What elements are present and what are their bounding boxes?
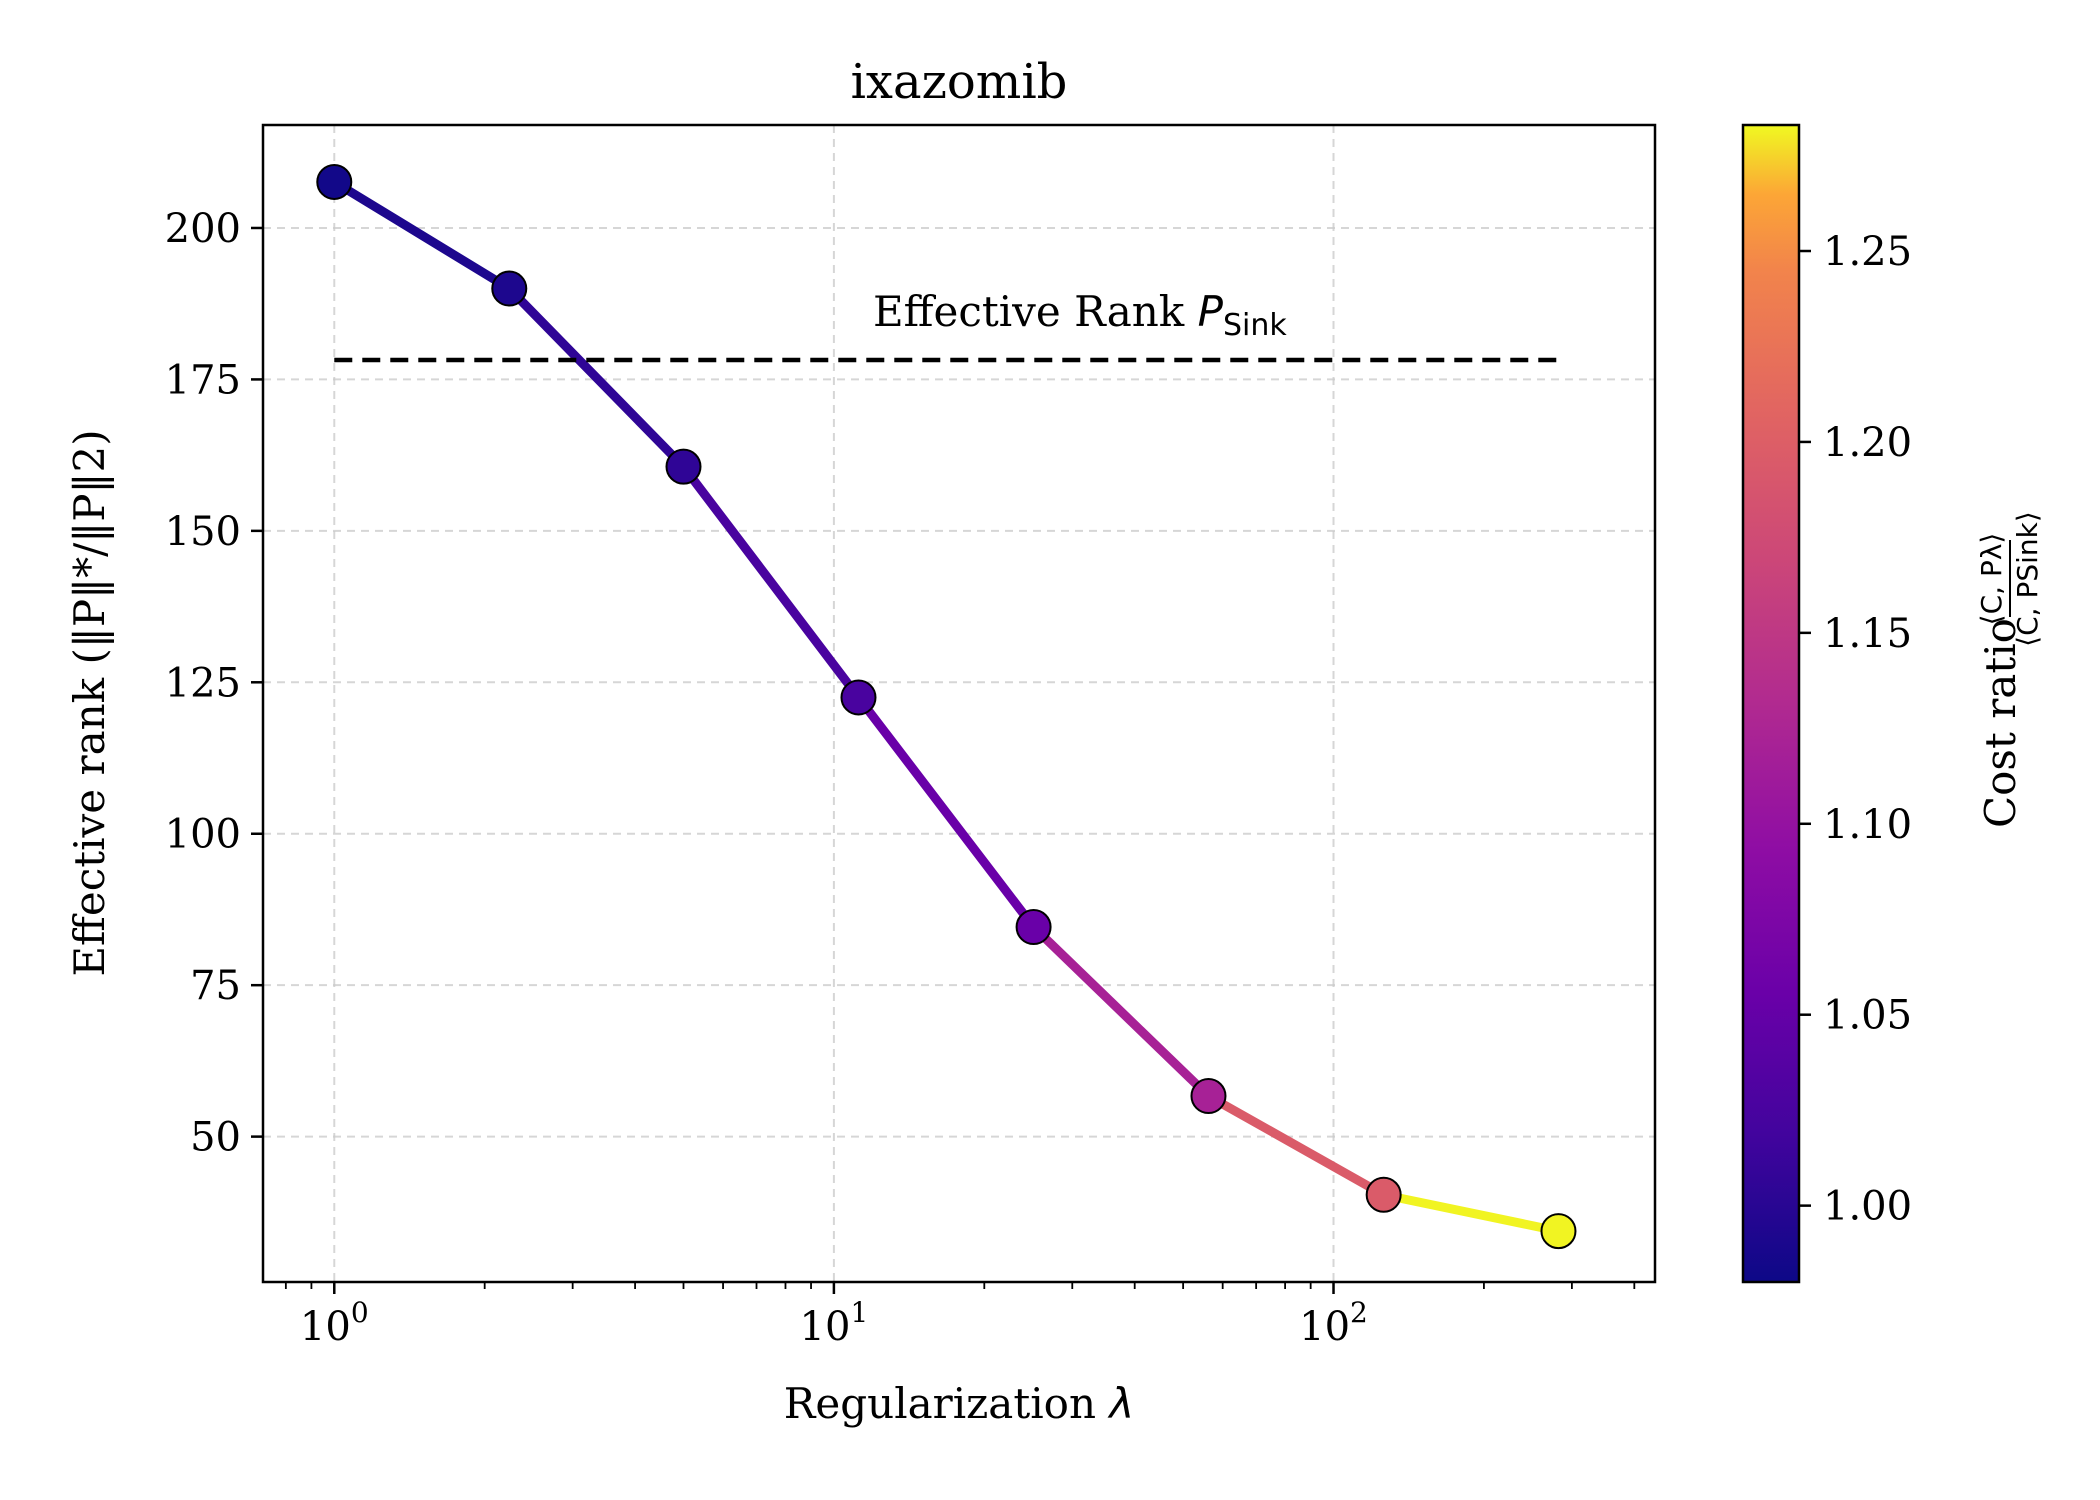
- y-tick-label: 175: [165, 357, 241, 403]
- x-tick-label: 102: [1299, 1296, 1368, 1350]
- reference-line-label: Effective Rank PSink: [873, 287, 1287, 343]
- series-segment: [1203, 1091, 1389, 1200]
- data-point: [1540, 1213, 1577, 1250]
- series-segment: [504, 284, 688, 472]
- data-point: [1190, 1078, 1227, 1115]
- y-tick-label: 100: [165, 812, 241, 858]
- y-tick-label: 50: [190, 1115, 241, 1161]
- data-point: [1015, 909, 1052, 946]
- colorbar: [1741, 123, 1801, 1284]
- x-tick-label: 101: [800, 1296, 869, 1350]
- plot-frame: [261, 123, 1657, 1284]
- colorbar-tick-label: 1.00: [1823, 1184, 1912, 1230]
- data-point: [665, 448, 702, 485]
- y-axis-label: Effective rank (‖P‖*/‖P‖2): [65, 429, 114, 976]
- x-axis-ticks: 100 101 102: [284, 1282, 1636, 1350]
- series-segment: [329, 177, 514, 294]
- data-point: [1365, 1176, 1402, 1213]
- colorbar-tick-label: 1.15: [1823, 611, 1912, 657]
- data-point: [840, 679, 877, 716]
- series-segment: [1029, 922, 1213, 1101]
- x-axis-label: Regularization λ: [784, 1379, 1134, 1428]
- series-segment: [678, 462, 863, 702]
- y-tick-label: 200: [165, 206, 241, 252]
- colorbar-tick-label: 1.10: [1823, 802, 1912, 848]
- colorbar-label-numerator: ⟨C, Pλ⟩: [1975, 533, 2008, 626]
- colorbar-label-denominator: ⟨C, PSink⟩: [2011, 511, 2044, 647]
- data-point: [316, 163, 353, 200]
- colorbar-label: Cost ratio ⟨C, Pλ⟩ ⟨C, PSink⟩: [1975, 511, 2044, 828]
- colorbar-ticks: 1.00 1.05 1.10 1.15 1.20 1.25: [1799, 229, 1912, 1230]
- y-tick-label: 75: [190, 963, 241, 1009]
- y-tick-label: 125: [165, 660, 241, 706]
- y-axis-ticks: 50 75 100 125 150 175 200: [165, 206, 263, 1161]
- data-series: [329, 177, 1563, 1236]
- series-segment: [853, 692, 1039, 932]
- svg-text:Cost ratio: Cost ratio: [1976, 618, 2025, 828]
- data-markers: [316, 163, 1577, 1250]
- colorbar-tick-label: 1.25: [1823, 229, 1912, 275]
- colorbar-tick-label: 1.05: [1823, 993, 1912, 1039]
- series-segment: [1379, 1190, 1563, 1236]
- reference-line-group: Effective Rank PSink: [334, 287, 1559, 363]
- chart-title: ixazomib: [851, 54, 1068, 110]
- grid-lines: [263, 125, 1655, 1282]
- x-tick-label: 100: [300, 1296, 369, 1350]
- y-tick-label: 150: [165, 509, 241, 555]
- colorbar-tick-label: 1.20: [1823, 420, 1912, 466]
- data-point: [491, 270, 528, 307]
